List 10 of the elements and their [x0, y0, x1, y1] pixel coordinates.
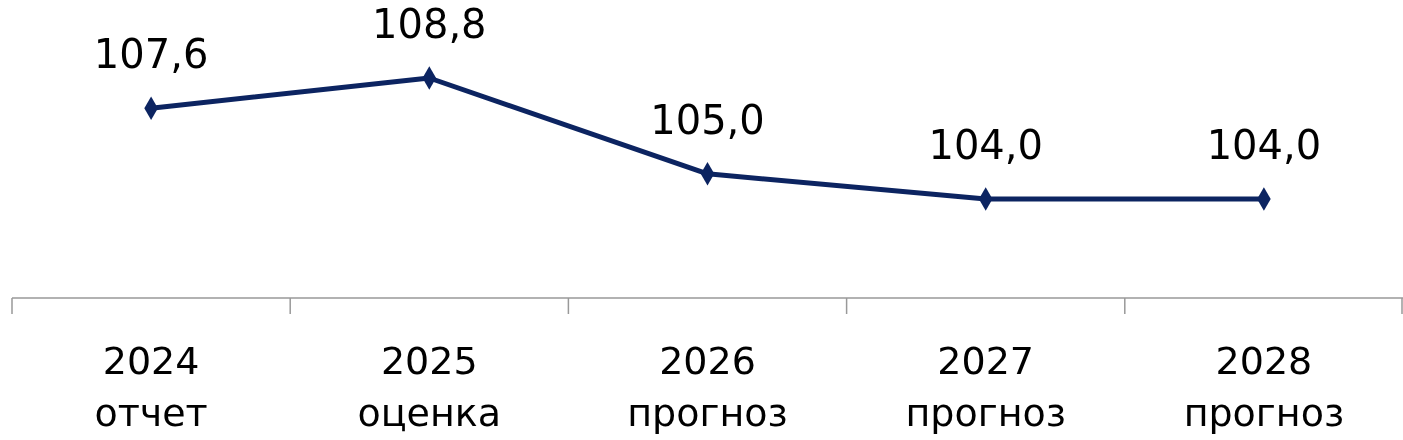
x-tick-label: 2027 прогноз: [905, 339, 1066, 435]
x-tick-label: 2026 прогноз: [627, 339, 788, 435]
data-label: 105,0: [650, 96, 765, 143]
data-label: 104,0: [928, 122, 1043, 168]
data-label: 104,0: [1206, 122, 1322, 168]
x-tick-label: 2025 оценка: [357, 339, 502, 435]
data-label: 107,6: [93, 31, 209, 78]
x-tick-label: 2024 отчет: [94, 339, 208, 435]
x-tick-label: 2028 прогноз: [1183, 339, 1345, 435]
data-label: 108,8: [372, 1, 487, 47]
